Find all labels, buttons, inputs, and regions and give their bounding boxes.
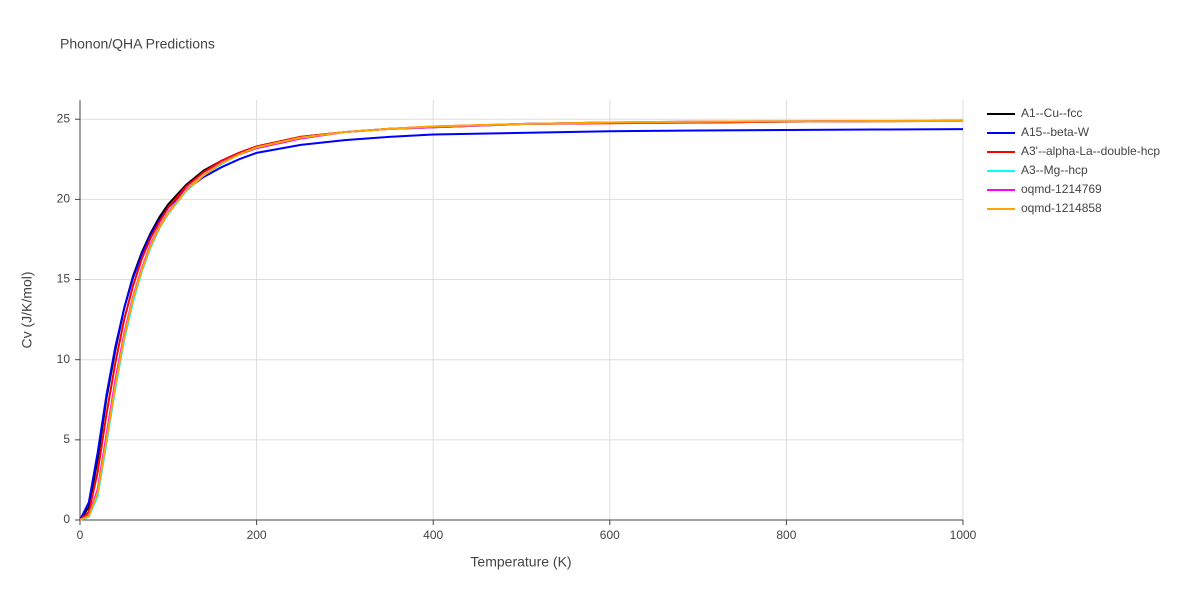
series-line <box>79 119 964 521</box>
legend-label: A3'--alpha-La--double-hcp <box>1021 144 1160 158</box>
chart-title: Phonon/QHA Predictions <box>60 36 215 52</box>
x-tick-label: 200 <box>247 528 267 542</box>
x-tick-label: 800 <box>776 528 796 542</box>
y-tick-label: 25 <box>57 111 71 125</box>
y-tick-label: 5 <box>63 432 70 446</box>
legend-label: oqmd-1214769 <box>1021 182 1102 196</box>
x-axis-title: Temperature (K) <box>470 554 571 570</box>
y-tick-label: 15 <box>57 272 71 286</box>
series-line <box>79 119 964 521</box>
series-line <box>79 119 964 521</box>
x-tick-label: 0 <box>77 528 84 542</box>
series-line <box>79 128 964 521</box>
legend-label: oqmd-1214858 <box>1021 201 1102 215</box>
legend-label: A1--Cu--fcc <box>1021 106 1082 120</box>
y-axis-title: Cv (J/K/mol) <box>19 272 35 349</box>
series-line <box>79 119 964 521</box>
legend-label: A15--beta-W <box>1021 125 1090 139</box>
x-tick-label: 600 <box>600 528 620 542</box>
legend-label: A3--Mg--hcp <box>1021 163 1088 177</box>
y-tick-label: 20 <box>57 192 71 206</box>
series-line <box>79 119 964 521</box>
x-tick-label: 400 <box>423 528 443 542</box>
x-tick-label: 1000 <box>950 528 977 542</box>
y-tick-label: 0 <box>63 512 70 526</box>
y-tick-label: 10 <box>57 352 71 366</box>
